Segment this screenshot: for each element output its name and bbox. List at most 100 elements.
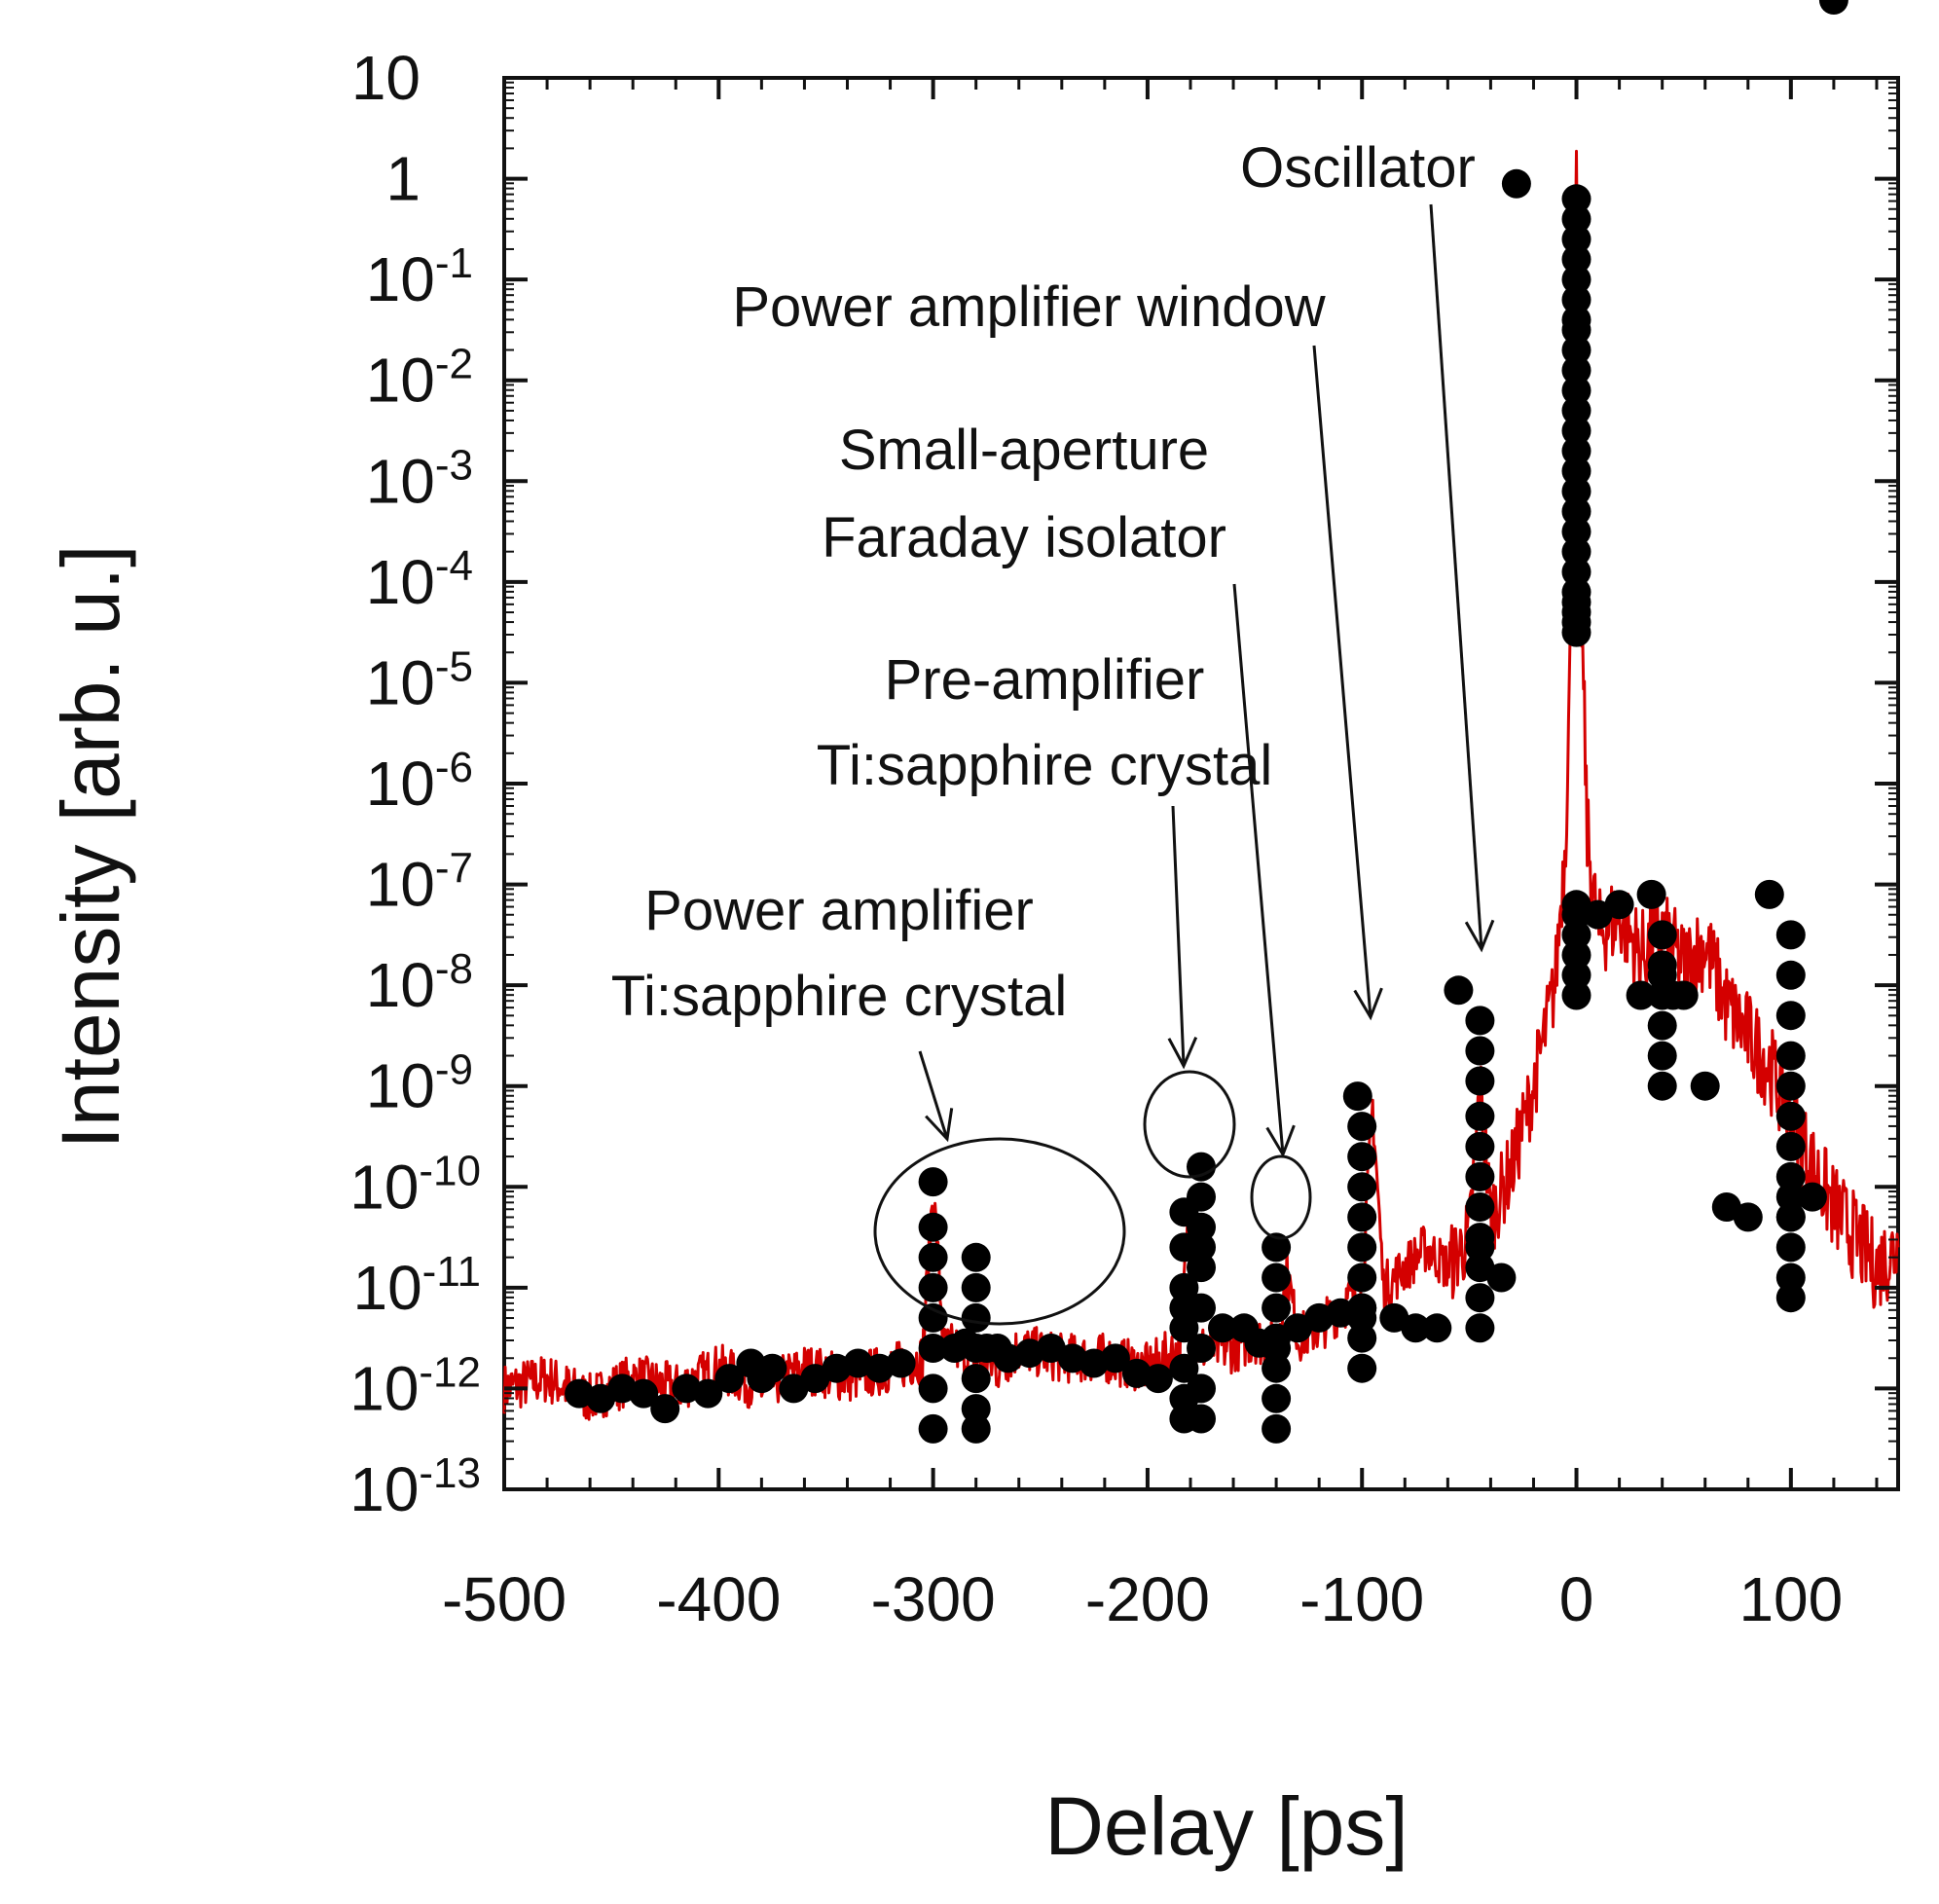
data-point — [961, 1413, 991, 1444]
data-point — [1422, 1313, 1452, 1343]
data-point — [1187, 1373, 1216, 1404]
data-point — [1775, 1283, 1806, 1313]
data-point — [1561, 204, 1591, 234]
data-point — [1775, 960, 1806, 990]
annotation-label: Power amplifier window — [732, 275, 1326, 339]
x-tick-label: -200 — [1085, 1564, 1210, 1634]
y-tick-label: 10-2 — [366, 341, 473, 416]
data-point — [1187, 1152, 1216, 1182]
data-point — [1347, 1112, 1377, 1142]
data-point — [1465, 1131, 1495, 1161]
y-tick-label: 10-11 — [352, 1248, 481, 1323]
y-tick-label: 10-12 — [349, 1348, 481, 1423]
annotation-label: Oscillator — [1240, 136, 1476, 200]
data-point — [1561, 395, 1591, 425]
data-point — [1262, 1293, 1292, 1323]
data-point — [1262, 1353, 1292, 1383]
annotation-label: Power amplifier — [644, 879, 1034, 942]
annotation-arrowhead — [1167, 1037, 1198, 1070]
data-point — [1604, 890, 1634, 920]
y-tick-label: 10-13 — [349, 1449, 481, 1524]
data-point — [961, 1394, 991, 1424]
data-point — [918, 1242, 948, 1272]
x-axis: -500 -400 -300 -200 -100 0 100 — [442, 78, 1879, 1634]
data-point — [1187, 1334, 1216, 1363]
data-point — [1262, 1263, 1292, 1293]
data-point — [1561, 184, 1591, 214]
data-point — [1347, 1263, 1377, 1293]
data-point — [1347, 1142, 1377, 1172]
data-point — [1636, 879, 1666, 909]
data-point — [918, 1413, 948, 1444]
data-point — [886, 1348, 916, 1378]
data-point — [1561, 335, 1591, 365]
data-point — [1347, 1302, 1377, 1333]
y-tick-label: 10-8 — [366, 945, 473, 1020]
data-point — [1561, 456, 1591, 486]
data-point — [918, 1334, 948, 1363]
data-point — [1143, 1364, 1173, 1394]
annotation-label: Ti:sapphire crystal — [611, 965, 1067, 1028]
data-point — [1797, 1182, 1827, 1212]
annotation-arrow — [1312, 345, 1372, 1018]
data-point — [1818, 0, 1848, 15]
data-point — [693, 1378, 723, 1409]
data-point — [918, 1302, 948, 1333]
data-point — [1647, 1010, 1677, 1041]
data-point — [1465, 1192, 1495, 1222]
annotation-arrowhead — [925, 1108, 954, 1143]
y-tick-label: 10-7 — [366, 845, 473, 920]
data-point — [961, 1272, 991, 1302]
annotation-arrow — [1429, 203, 1483, 950]
data-point — [1465, 1161, 1495, 1191]
y-tick-label: 10-1 — [366, 239, 473, 314]
data-point — [1775, 1101, 1806, 1131]
y-tick-label: 10-6 — [366, 744, 473, 819]
data-point — [1465, 1101, 1495, 1131]
data-point — [1465, 1066, 1495, 1096]
data-point — [1561, 517, 1591, 547]
data-point — [1187, 1404, 1216, 1434]
data-point — [1561, 284, 1591, 314]
data-point — [1561, 224, 1591, 254]
data-point — [1465, 1232, 1495, 1263]
y-tick-label: 10-4 — [366, 542, 473, 617]
x-tick-label: -400 — [656, 1564, 781, 1634]
data-point — [1561, 416, 1591, 446]
data-point — [1561, 476, 1591, 506]
annotation-label: Faraday isolator — [822, 506, 1226, 569]
data-point — [1465, 1006, 1495, 1036]
x-tick-label: 0 — [1559, 1564, 1594, 1634]
annotation-arrow — [1232, 583, 1285, 1155]
data-point — [1262, 1334, 1292, 1363]
data-point — [1647, 1071, 1677, 1101]
annotation-label: Small-aperture — [839, 419, 1209, 482]
data-point — [1690, 1071, 1720, 1101]
data-point — [1561, 265, 1591, 295]
data-point — [1347, 1172, 1377, 1202]
data-point — [961, 1364, 991, 1394]
data-point — [1561, 536, 1591, 567]
annotation-arrowhead — [1353, 987, 1383, 1021]
data-point — [1187, 1182, 1216, 1212]
data-point — [1561, 355, 1591, 385]
y-axis: 10 1 10-1 10-2 10-3 10-4 10-5 10-6 10-7 10-8 10-9 1… — [349, 43, 1898, 1524]
annotation-arrow — [918, 1050, 949, 1140]
data-point — [1561, 376, 1591, 406]
data-point — [1775, 1202, 1806, 1232]
data-point — [918, 1212, 948, 1242]
data-point — [1444, 975, 1474, 1006]
y-axis-label: Intensity [arb. u.] — [45, 545, 136, 1150]
faraday-isolator-ellipse — [1250, 1154, 1312, 1240]
data-point — [918, 1272, 948, 1302]
pre-amp-crystal-ellipse — [1143, 1070, 1236, 1179]
data-point — [1187, 1212, 1216, 1242]
data-point — [1626, 980, 1656, 1010]
data-point — [1187, 1253, 1216, 1283]
data-point — [1501, 168, 1531, 199]
annotation-arrowhead — [1265, 1124, 1296, 1158]
data-point — [1169, 1313, 1199, 1343]
data-point — [1647, 1041, 1677, 1071]
data-point — [961, 1302, 991, 1333]
